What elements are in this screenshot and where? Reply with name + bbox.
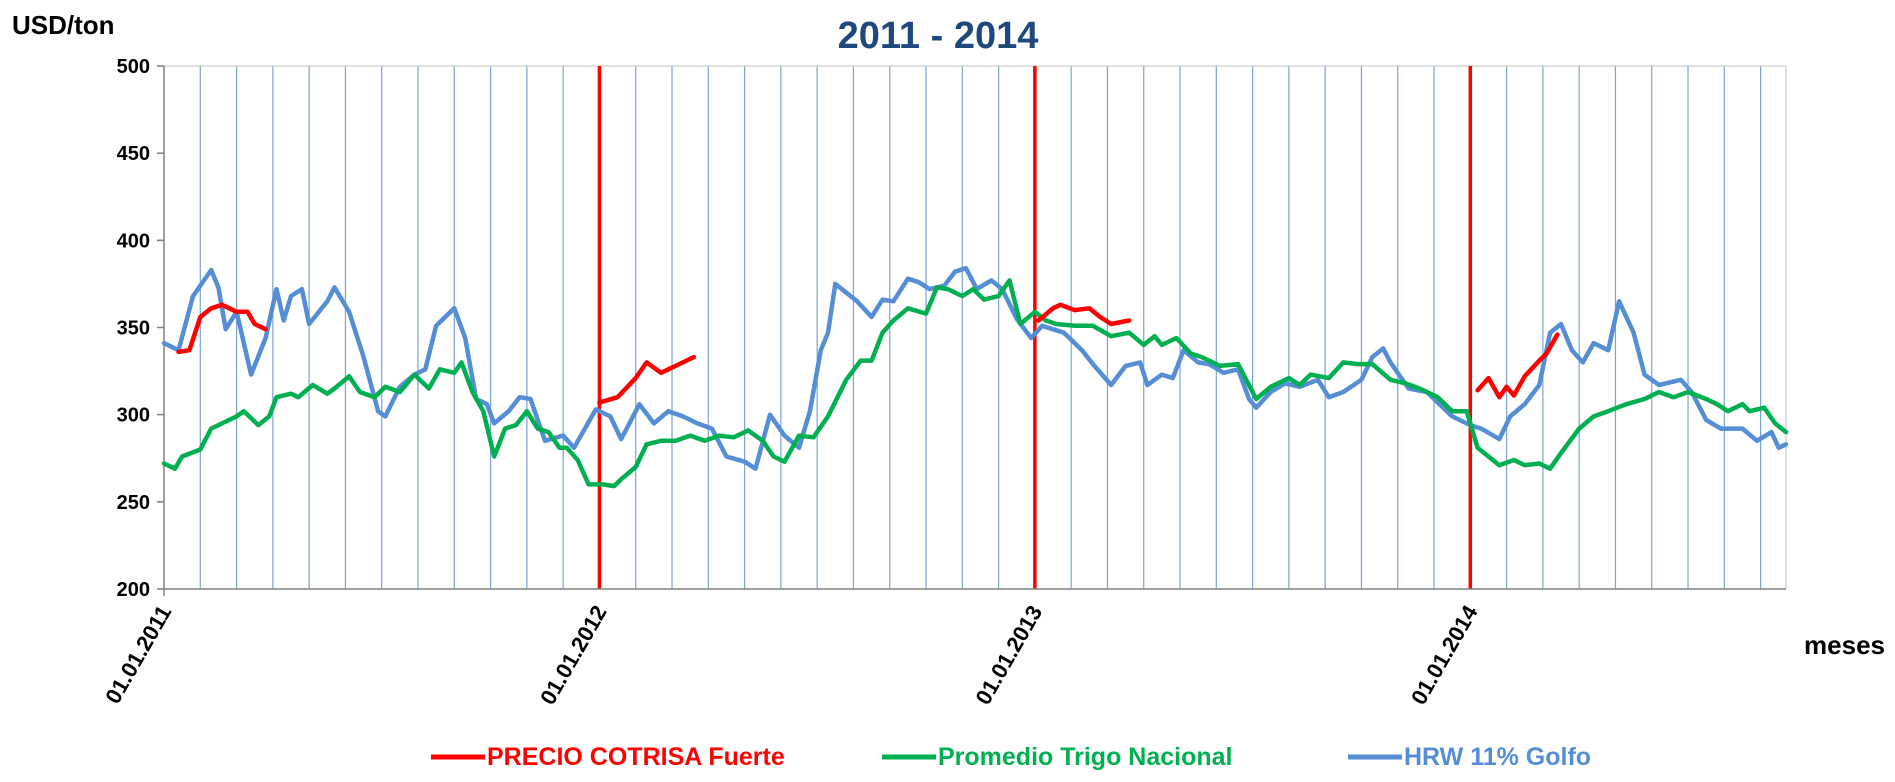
legend-label: Promedio Trigo Nacional: [938, 743, 1233, 771]
y-tick-label: 500: [117, 56, 150, 78]
line-series: [176, 302, 1560, 405]
legend-label: PRECIO COTRISA Fuerte: [487, 743, 785, 771]
y-tick-label: 200: [117, 579, 150, 601]
y-tick-label: 250: [117, 492, 150, 514]
x-tick-label: 01.01.2014: [1406, 600, 1483, 709]
chart-title: 2011 - 2014: [838, 15, 1039, 57]
x-axis-label: meses: [1804, 630, 1885, 660]
legend-label: HRW 11% Golfo: [1404, 743, 1591, 771]
y-tick-label: 300: [117, 405, 150, 427]
line-series: [161, 278, 1789, 489]
x-tick-label: 01.01.2013: [970, 601, 1047, 709]
y-tick-label: 450: [117, 143, 150, 165]
y-axis-label: USD/ton: [12, 10, 115, 40]
x-tick-label: 01.01.2012: [535, 601, 612, 709]
x-tick-label: 01.01.2011: [100, 601, 176, 708]
y-tick-label: 350: [117, 318, 150, 340]
y-tick-label: 400: [117, 230, 150, 252]
